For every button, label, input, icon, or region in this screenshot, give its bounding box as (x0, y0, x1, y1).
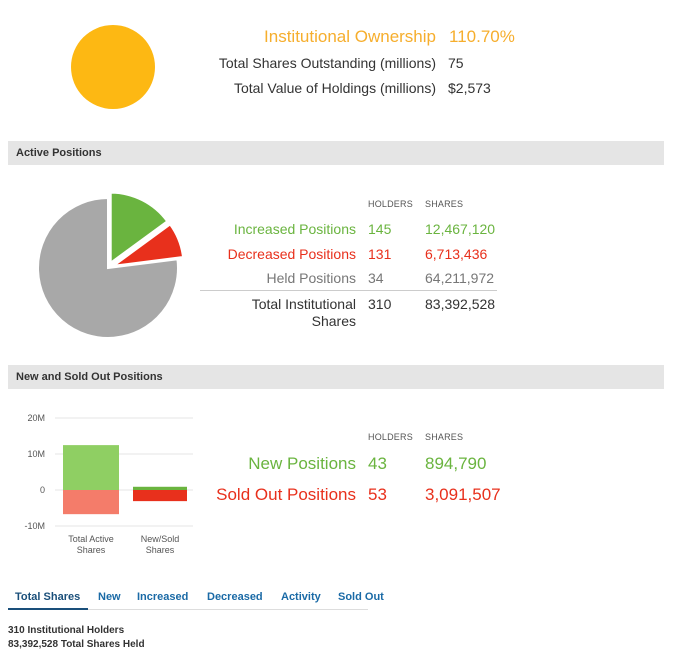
increased-positions-shares: 12,467,120 (425, 221, 496, 237)
newsold-holders-col-header: HOLDERS (368, 432, 413, 442)
bar-positive-1 (133, 486, 187, 490)
active-positions-header: Active Positions (8, 141, 664, 165)
active-positions-pie (37, 191, 185, 339)
tab-decreased[interactable]: Decreased (207, 591, 263, 603)
bar-negative-0 (63, 490, 119, 515)
bar-category-label: New/Sold (141, 534, 180, 544)
total-shares-held: 83,392,528 Total Shares Held (8, 639, 145, 650)
increased-positions-label: Increased Positions (233, 221, 356, 237)
institutional-holders-count: 310 Institutional Holders (8, 625, 125, 636)
total-institutional-holders: 310 (368, 296, 392, 312)
tab-sold-out[interactable]: Sold Out (338, 591, 384, 603)
shares-outstanding-value: 75 (448, 55, 464, 71)
ownership-label: Institutional Ownership (264, 27, 436, 46)
increased-positions-holders: 145 (368, 221, 392, 237)
sold-out-positions-holders: 53 (368, 485, 387, 504)
total-institutional-label-line2: Shares (311, 313, 356, 329)
bar-category-label: Shares (77, 545, 106, 555)
decreased-positions-shares: 6,713,436 (425, 246, 488, 262)
bar-y-tick-label: 20M (27, 413, 45, 423)
held-positions-shares: 64,211,972 (425, 270, 495, 286)
held-positions-label: Held Positions (266, 270, 357, 286)
ownership-value: 110.70% (449, 27, 515, 46)
tab-new[interactable]: New (98, 591, 121, 603)
sold-out-positions-shares: 3,091,507 (425, 485, 501, 504)
total-institutional-label-line1: Total Institutional (251, 296, 356, 312)
held-positions-holders: 34 (368, 270, 384, 286)
pie-slice-held-positions (37, 196, 179, 339)
holdings-value-label: Total Value of Holdings (millions) (233, 80, 436, 96)
sold-out-positions-label: Sold Out Positions (216, 485, 356, 504)
bar-category-label: Total Active (68, 534, 114, 544)
newsold-shares-col-header: SHARES (425, 432, 464, 442)
tab-increased[interactable]: Increased (137, 591, 189, 603)
bar-category-label: Shares (146, 545, 175, 555)
holdings-value-value: $2,573 (448, 80, 491, 96)
new-positions-label: New Positions (248, 454, 356, 473)
decreased-positions-label: Decreased Positions (227, 246, 356, 262)
pie-slice-increased-positions (109, 191, 169, 265)
bar-y-tick-label: -10M (24, 521, 45, 531)
total-divider (200, 290, 497, 291)
tab-activity[interactable]: Activity (281, 591, 321, 603)
new-positions-shares: 894,790 (425, 454, 487, 473)
shares-outstanding-label: Total Shares Outstanding (millions) (218, 55, 436, 71)
bar-chart: 20M 10M 0 -10M Total Active Shares New/Sold Sha… (0, 405, 200, 565)
active-tab-indicator (8, 608, 88, 610)
bar-negative-1 (133, 490, 187, 502)
active-shares-col-header: SHARES (425, 199, 464, 209)
bar-y-tick-label: 0 (40, 485, 45, 495)
tabs-baseline (8, 609, 368, 610)
pie-slice-decreased-positions (109, 223, 185, 268)
bar-y-tick-label: 10M (27, 449, 45, 459)
tab-total-shares[interactable]: Total Shares (15, 591, 81, 603)
active-holders-col-header: HOLDERS (368, 199, 413, 209)
bar-positive-0 (63, 445, 119, 490)
new-positions-holders: 43 (368, 454, 387, 473)
decreased-positions-holders: 131 (368, 246, 392, 262)
new-sold-header: New and Sold Out Positions (8, 365, 664, 389)
total-institutional-shares: 83,392,528 (425, 296, 496, 312)
ownership-circle (71, 25, 155, 109)
